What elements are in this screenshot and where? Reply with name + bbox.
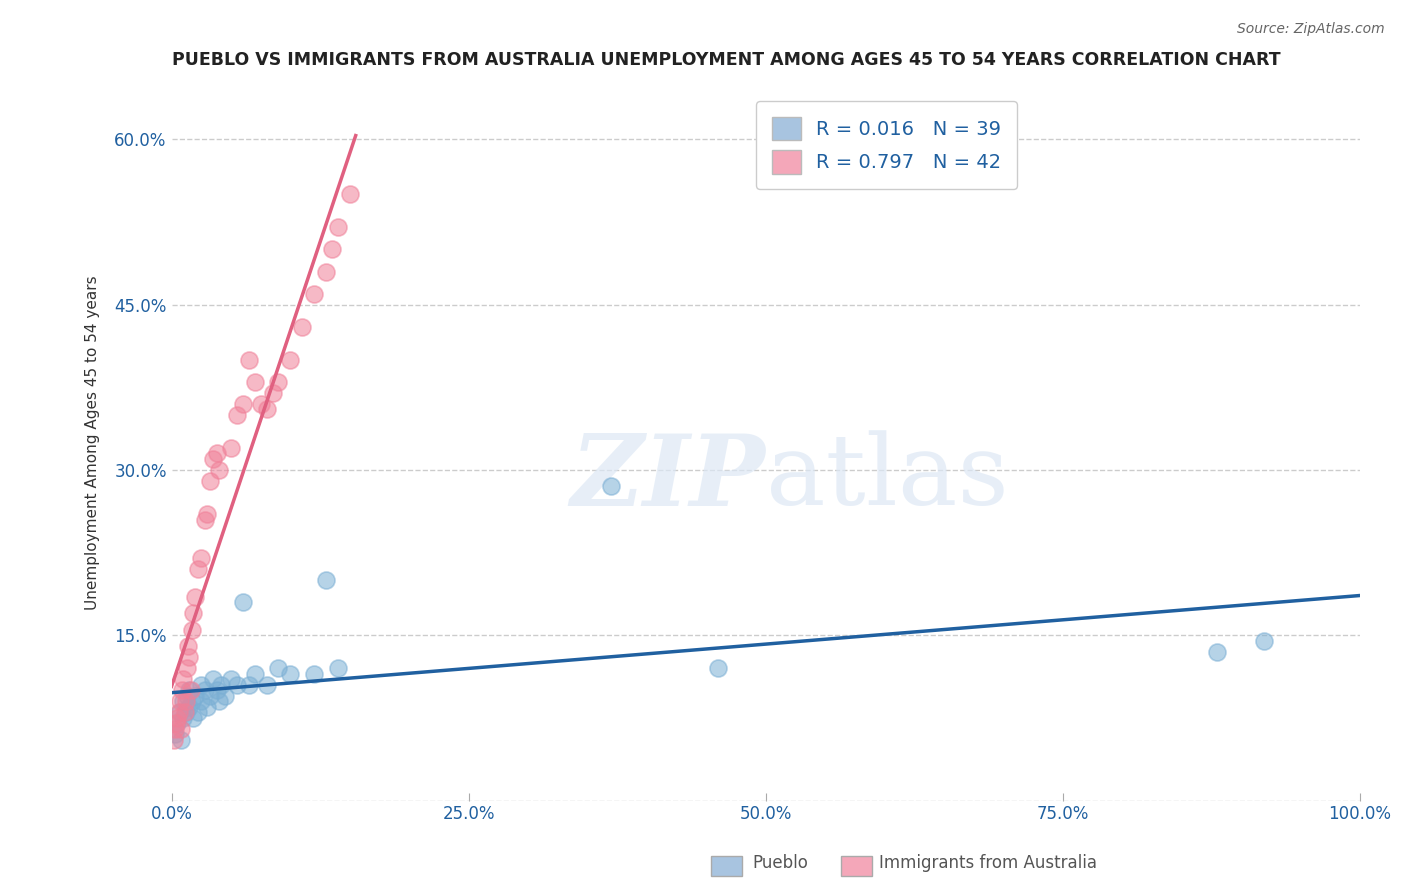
- Point: [291, 319, 314, 334]
- Point: [180, 694, 202, 708]
- Point: [267, 661, 290, 675]
- Point: [166, 716, 188, 731]
- Point: [172, 711, 194, 725]
- Point: [1206, 645, 1229, 659]
- Point: [181, 711, 204, 725]
- Point: [225, 678, 247, 692]
- Point: [339, 187, 361, 202]
- Text: Immigrants from Australia: Immigrants from Australia: [879, 855, 1097, 872]
- Legend: R = 0.016   N = 39, R = 0.797   N = 42: R = 0.016 N = 39, R = 0.797 N = 42: [756, 101, 1017, 189]
- Point: [194, 683, 217, 698]
- Point: [326, 661, 349, 675]
- Point: [198, 689, 221, 703]
- Point: [202, 451, 225, 466]
- Point: [184, 590, 207, 604]
- Point: [181, 606, 204, 620]
- Point: [249, 397, 271, 411]
- Point: [179, 650, 201, 665]
- Text: Source: ZipAtlas.com: Source: ZipAtlas.com: [1237, 22, 1385, 37]
- Point: [262, 385, 284, 400]
- Point: [176, 689, 198, 703]
- Point: [184, 689, 207, 703]
- Point: [190, 551, 212, 566]
- Point: [174, 706, 197, 720]
- Point: [177, 640, 200, 654]
- Point: [1253, 633, 1275, 648]
- Text: Pueblo: Pueblo: [752, 855, 808, 872]
- Point: [238, 352, 260, 367]
- Point: [267, 375, 290, 389]
- Point: [707, 661, 730, 675]
- Point: [167, 706, 190, 720]
- Point: [232, 595, 254, 609]
- Point: [302, 286, 325, 301]
- Point: [214, 689, 236, 703]
- Point: [179, 700, 201, 714]
- Point: [165, 716, 187, 731]
- Point: [243, 666, 266, 681]
- Point: [205, 683, 228, 698]
- Point: [173, 706, 195, 720]
- Point: [219, 673, 242, 687]
- Point: [170, 733, 193, 747]
- Point: [238, 678, 260, 692]
- Point: [225, 408, 247, 422]
- Point: [326, 220, 349, 235]
- Point: [187, 562, 209, 576]
- Point: [256, 678, 278, 692]
- Point: [243, 375, 266, 389]
- Text: PUEBLO VS IMMIGRANTS FROM AUSTRALIA UNEMPLOYMENT AMONG AGES 45 TO 54 YEARS CORRE: PUEBLO VS IMMIGRANTS FROM AUSTRALIA UNEM…: [172, 51, 1281, 69]
- Point: [198, 474, 221, 488]
- Point: [321, 243, 343, 257]
- Point: [194, 512, 217, 526]
- Point: [302, 666, 325, 681]
- Point: [187, 706, 209, 720]
- Point: [205, 446, 228, 460]
- Point: [190, 678, 212, 692]
- Point: [172, 683, 194, 698]
- Point: [169, 706, 191, 720]
- Point: [163, 733, 186, 747]
- Point: [315, 573, 337, 587]
- Point: [195, 700, 218, 714]
- Point: [172, 673, 194, 687]
- Point: [190, 694, 212, 708]
- Point: [180, 683, 202, 698]
- Point: [315, 264, 337, 278]
- Point: [219, 441, 242, 455]
- Point: [172, 694, 194, 708]
- Point: [170, 722, 193, 736]
- Point: [180, 623, 202, 637]
- Point: [202, 673, 225, 687]
- Point: [208, 463, 231, 477]
- Point: [232, 397, 254, 411]
- Text: ZIP: ZIP: [571, 430, 765, 526]
- Point: [176, 661, 198, 675]
- Point: [280, 666, 302, 681]
- Point: [174, 694, 197, 708]
- Point: [209, 678, 232, 692]
- Point: [280, 352, 302, 367]
- Point: [256, 402, 278, 417]
- Point: [165, 727, 187, 741]
- Point: [179, 683, 201, 698]
- Point: [600, 479, 623, 493]
- Text: atlas: atlas: [765, 430, 1008, 526]
- Point: [208, 694, 231, 708]
- Point: [165, 722, 187, 736]
- Point: [195, 507, 218, 521]
- Point: [169, 694, 191, 708]
- Y-axis label: Unemployment Among Ages 45 to 54 years: Unemployment Among Ages 45 to 54 years: [86, 275, 100, 610]
- Point: [166, 711, 188, 725]
